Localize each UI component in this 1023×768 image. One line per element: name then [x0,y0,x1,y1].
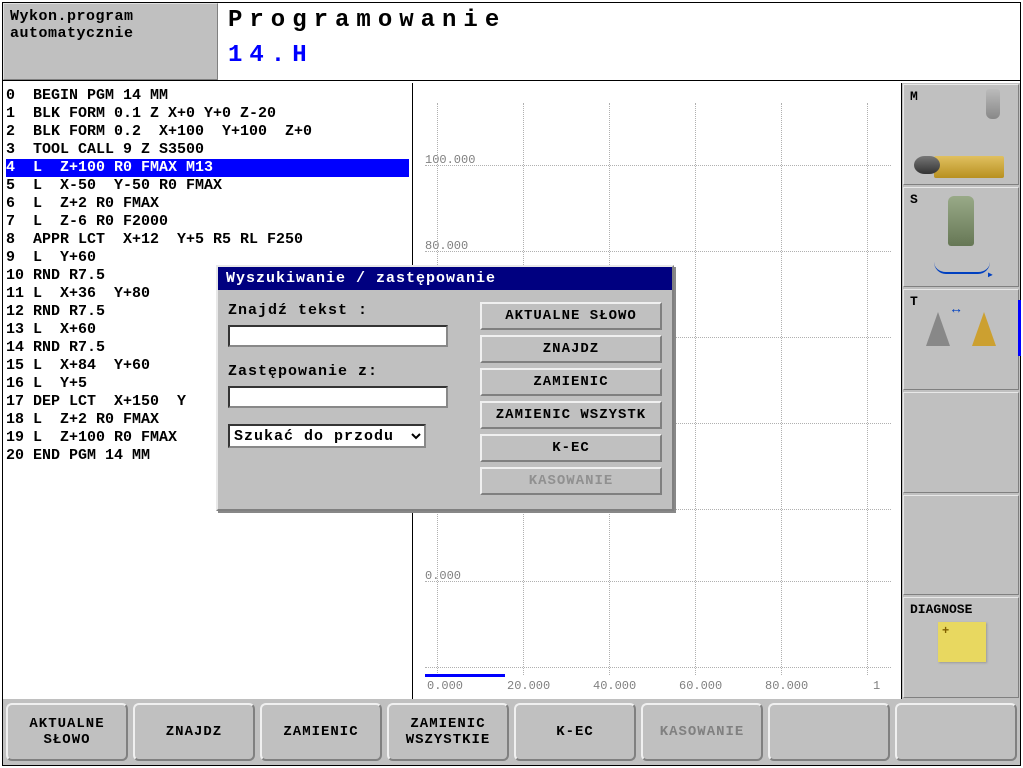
direction-select[interactable]: Szukać do przodu [228,424,426,448]
softkey-find[interactable]: ZNAJDZ [133,703,255,761]
rail-empty2[interactable] [903,495,1019,596]
x-tick: 60.000 [679,679,722,693]
softkey-delete[interactable]: KASOWANIE [641,703,763,761]
softkey-end[interactable]: K-EC [514,703,636,761]
x-tick: 0.000 [427,679,463,693]
rail-label-t: T [910,294,918,309]
right-rail: M S T ↔ DIAGNOSE [902,83,1020,699]
find-input[interactable] [228,325,448,347]
delete-button[interactable]: KASOWANIE [480,467,662,495]
softkey-label: K-EC [556,724,594,740]
main-frame: Wykon.program automatycznie Programowani… [2,2,1021,766]
header-row: Wykon.program automatycznie Programowani… [3,3,1020,81]
replace-label: Zastępowanie z: [228,363,472,380]
rail-empty1[interactable] [903,392,1019,493]
softkey-label: ZAMIENIC WSZYSTKIE [406,716,491,748]
spindle-icon [948,196,974,246]
replace-all-button[interactable]: ZAMIENIC WSZYSTK [480,401,662,429]
x-tick: 40.000 [593,679,636,693]
rail-label-diag: DIAGNOSE [910,602,972,617]
swap-arrow-icon: ↔ [952,302,960,318]
softkey-label: AKTUALNE SŁOWO [29,716,104,748]
current-word-button[interactable]: AKTUALNE SŁOWO [480,302,662,330]
code-line[interactable]: 5 L X-50 Y-50 R0 FMAX [6,177,409,195]
find-button[interactable]: ZNAJDZ [480,335,662,363]
rotation-arrow-icon [934,262,990,274]
mill-cyl-icon [914,156,940,174]
softkey-current-word[interactable]: AKTUALNE SŁOWO [6,703,128,761]
replace-input[interactable] [228,386,448,408]
code-line[interactable]: 6 L Z+2 R0 FMAX [6,195,409,213]
find-label: Znajdź tekst : [228,302,472,319]
rail-machine[interactable]: M [903,84,1019,185]
x-tick: 20.000 [507,679,550,693]
code-line[interactable]: 0 BEGIN PGM 14 MM [6,87,409,105]
tool-cone-icon [972,312,996,346]
code-line[interactable]: 4 L Z+100 R0 FMAX M13 [6,159,409,177]
gridline [425,165,891,166]
dialog-title: Wyszukiwanie / zastępowanie [218,267,672,290]
gridline [781,103,782,675]
dialog-body: Znajdź tekst : Zastępowanie z: Szukać do… [218,290,672,509]
header-right: Programowanie 14.H [218,3,1020,80]
file-name: 14.H [228,42,1010,69]
code-line[interactable]: 2 BLK FORM 0.2 X+100 Y+100 Z+0 [6,123,409,141]
softkey-empty[interactable] [895,703,1017,761]
note-icon [938,622,986,662]
gridline [425,667,891,668]
dialog-left: Znajdź tekst : Zastępowanie z: Szukać do… [228,302,480,495]
rail-label-s: S [910,192,918,207]
rail-spindle[interactable]: S [903,187,1019,288]
mode-line2: automatycznie [10,25,211,42]
gridline [425,581,891,582]
rail-label-m: M [910,89,918,104]
mill-tool-icon [986,89,1000,119]
end-button[interactable]: K-EC [480,434,662,462]
gridline [425,251,891,252]
code-line[interactable]: 1 BLK FORM 0.1 Z X+0 Y+0 Z-20 [6,105,409,123]
softkey-label: KASOWANIE [660,724,745,740]
mill-base-icon [934,156,1004,178]
softkey-replace[interactable]: ZAMIENIC [260,703,382,761]
softkey-replace-all[interactable]: ZAMIENIC WSZYSTKIE [387,703,509,761]
graphic-baseline [425,674,505,677]
gridline [867,103,868,675]
tool-cone-icon [926,312,950,346]
code-line[interactable]: 7 L Z-6 R0 F2000 [6,213,409,231]
x-tick: 80.000 [765,679,808,693]
softkey-empty[interactable] [768,703,890,761]
dialog-right: AKTUALNE SŁOWO ZNAJDZ ZAMIENIC ZAMIENIC … [480,302,662,495]
mode-display: Wykon.program automatycznie [3,3,218,80]
gridline [695,103,696,675]
rail-indicator [1018,300,1021,356]
code-line[interactable]: 3 TOOL CALL 9 Z S3500 [6,141,409,159]
rail-tool[interactable]: T ↔ [903,289,1019,390]
x-tick: 1 [873,679,880,693]
rail-diagnose[interactable]: DIAGNOSE [903,597,1019,698]
screen-title: Programowanie [228,7,1010,34]
softkey-label: ZAMIENIC [283,724,358,740]
softkey-row: AKTUALNE SŁOWO ZNAJDZ ZAMIENIC ZAMIENIC … [3,699,1020,765]
replace-button[interactable]: ZAMIENIC [480,368,662,396]
find-replace-dialog: Wyszukiwanie / zastępowanie Znajdź tekst… [216,265,674,511]
softkey-label: ZNAJDZ [166,724,222,740]
mode-line1: Wykon.program [10,8,211,25]
code-line[interactable]: 8 APPR LCT X+12 Y+5 R5 RL F250 [6,231,409,249]
